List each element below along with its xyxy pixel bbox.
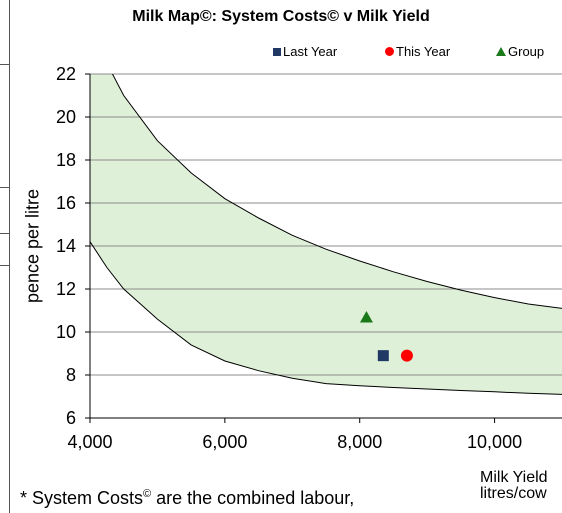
footnote-copyright: © (143, 488, 152, 500)
legend-label: This Year (396, 44, 451, 59)
frame-tick (0, 233, 10, 234)
y-axis-label: pence per litre (22, 188, 43, 304)
y-tick-label: 22 (56, 64, 76, 84)
legend-item-last-year: Last Year (273, 44, 337, 59)
y-tick-label: 14 (56, 236, 76, 256)
x-axis-label-line-2: litres/cow (480, 485, 547, 502)
legend-label: Group (508, 44, 545, 59)
band-upper-line (111, 74, 562, 309)
legend-item-group: Group (496, 44, 544, 59)
x-axis-label-line-1: Milk Yield (480, 469, 548, 486)
chart-title: Milk Map©: System Costs© v Milk Yield (132, 8, 430, 25)
y-tick-label: 10 (56, 322, 76, 342)
y-tick-label: 8 (66, 365, 76, 385)
frame-tick (0, 187, 10, 188)
x-tick-label: 4,000 (67, 432, 112, 452)
y-tick-label: 16 (56, 193, 76, 213)
footnote: * System Costs© are the combined labour, (20, 488, 354, 509)
footnote-prefix: * System Costs (20, 488, 144, 508)
legend-triangle-icon (496, 47, 506, 56)
left-frame (0, 0, 10, 513)
x-tick-label: 10,000 (467, 432, 522, 452)
x-tick-label: 8,000 (337, 432, 382, 452)
band-area (90, 74, 562, 395)
x-axis-label: Milk Yield litres/cow (480, 470, 548, 502)
point-group (359, 310, 373, 323)
x-tick-label: 6,000 (202, 432, 247, 452)
legend-label: Last Year (283, 44, 338, 59)
point-last-year (377, 350, 389, 362)
y-tick-label: 12 (56, 279, 76, 299)
legend-circle-icon (385, 47, 394, 56)
frame-tick (0, 64, 10, 65)
point-this-year (400, 349, 413, 362)
y-tick-label: 6 (66, 408, 76, 428)
y-tick-label: 18 (56, 150, 76, 170)
footnote-suffix: are the combined labour, (151, 488, 355, 508)
band-lower-line (90, 241, 562, 395)
legend-item-this-year: This Year (385, 44, 450, 59)
legend-square-icon (273, 48, 281, 56)
frame-tick (0, 265, 10, 266)
y-tick-label: 20 (56, 107, 76, 127)
